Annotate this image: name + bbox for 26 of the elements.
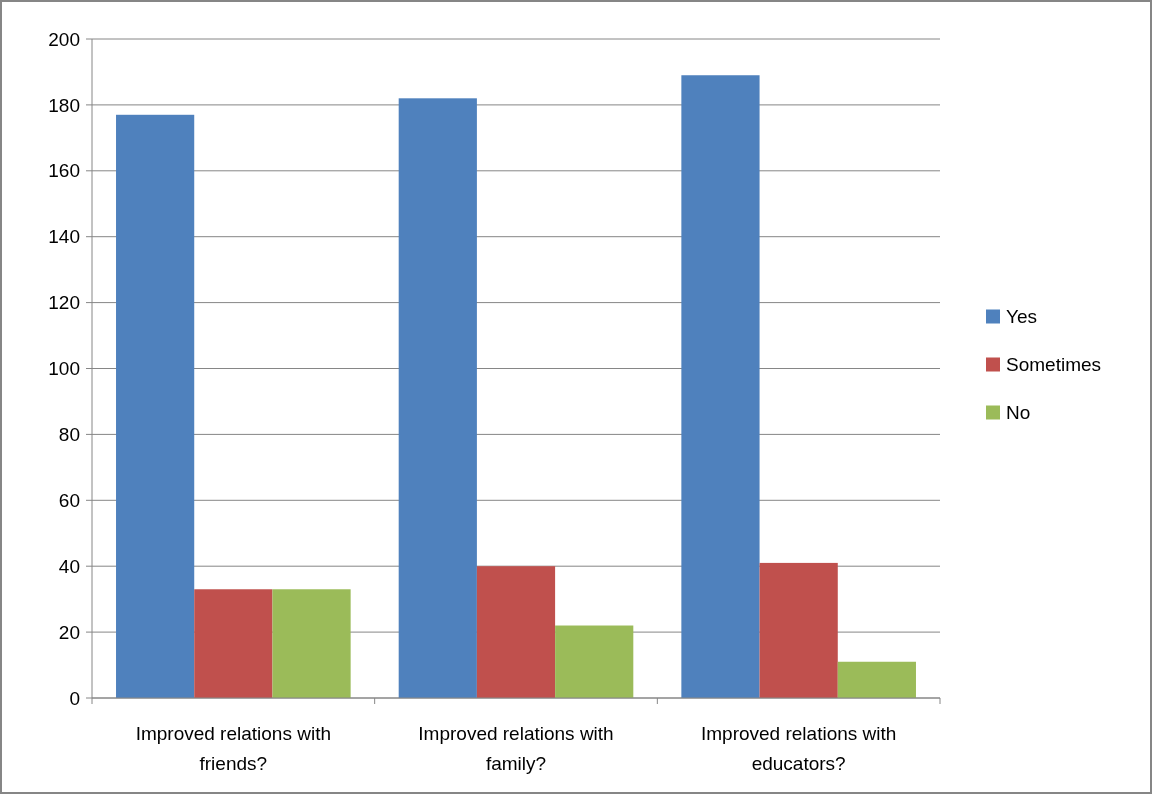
bar: [116, 114, 195, 698]
bar: [398, 98, 477, 698]
legend-label: Sometimes: [1006, 354, 1102, 376]
y-tick-label: 180: [48, 94, 80, 116]
y-tick-label: 60: [58, 489, 80, 511]
bar: [555, 625, 634, 698]
legend-label: Yes: [1006, 306, 1037, 328]
x-tick-label: Improved relations with educators?: [700, 723, 897, 774]
y-tick-label: 100: [48, 358, 80, 380]
x-tick-label: Improved relations with family?: [418, 723, 614, 774]
y-tick-label: 140: [48, 226, 80, 248]
y-tick-label: 120: [48, 292, 80, 314]
legend-label: No: [1006, 402, 1031, 424]
y-tick-label: 160: [48, 160, 80, 182]
y-tick-label: 80: [58, 424, 80, 446]
bar: [272, 589, 351, 698]
y-tick-label: 40: [58, 555, 80, 577]
bar: [476, 566, 556, 698]
bar: [194, 589, 273, 698]
y-tick-label: 0: [69, 687, 80, 709]
bar: [681, 75, 760, 698]
x-tick-label: Improved relations with friends?: [135, 723, 332, 774]
y-tick-label: 200: [48, 28, 80, 50]
bar: [837, 661, 916, 698]
y-tick-label: 20: [58, 621, 80, 643]
bar: [759, 562, 838, 698]
